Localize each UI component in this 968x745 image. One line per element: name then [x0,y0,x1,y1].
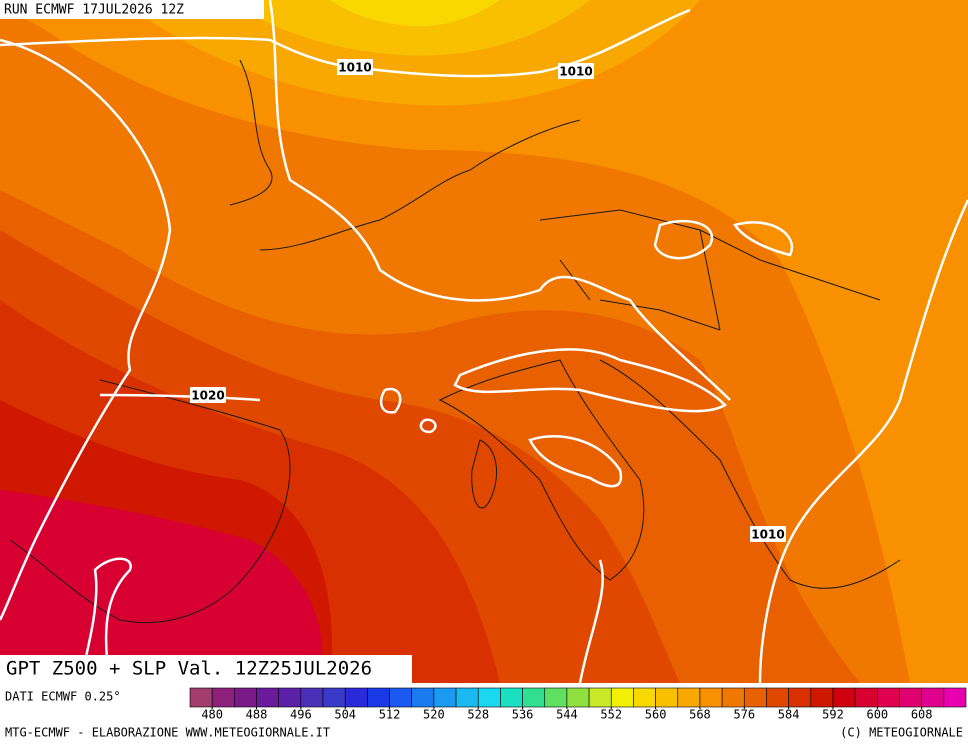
field-608 [0,490,323,683]
isobar [99,393,261,402]
color-box [633,687,656,708]
borders [539,209,881,331]
coast-corsica-sardinia [471,439,498,509]
isobar [528,435,623,488]
isobar [0,38,172,621]
isobar [268,0,731,401]
color-box [854,687,878,708]
color-box [877,687,900,708]
isobar [733,221,794,257]
color-box [810,687,834,708]
color-box [300,687,324,708]
isobar-label-box [190,387,226,403]
colorbar-tick-label: 552 [600,708,622,722]
color-box [211,687,235,708]
color-box [943,687,967,708]
colorbar-tick-label: 536 [512,708,534,722]
color-box [721,687,745,708]
color-box [322,687,346,708]
isobar-label: 1020 [191,389,224,403]
colorbar-tick-label: 520 [423,708,445,722]
color-box [788,687,812,708]
colorbar-tick-label: 480 [201,708,223,722]
isobar-label: 1010 [559,65,592,79]
colorbar-tick-label: 560 [645,708,667,722]
isobar-label: 1010 [751,528,784,542]
colorbar-tick-label: 512 [379,708,401,722]
isobar [419,418,437,434]
color-box [610,687,634,708]
color-box [566,687,590,708]
isobar [78,557,132,683]
data-source: DATI ECMWF 0.25° [5,690,121,704]
isobar [453,348,728,413]
run-header: RUN ECMWF 17JUL2026 12Z [4,3,184,18]
color-box [588,687,612,708]
color-box [278,687,302,708]
isobar-label-box [750,526,786,542]
color-box [544,687,568,708]
color-box [766,687,789,708]
colorbar-tick-label: 576 [733,708,755,722]
coast-iberia [9,379,291,624]
isobar [578,559,604,683]
color-box [189,687,213,708]
color-box [921,687,945,708]
coast-balkans [599,359,901,589]
field-560 [0,0,968,683]
colorbar-tick-label: 592 [822,708,844,722]
colorbar-tick-label: 504 [334,708,356,722]
colorbar-tick-label: 488 [246,708,268,722]
isobar [379,387,402,414]
coast-italy [438,359,645,581]
color-box [433,687,457,708]
color-box [344,687,368,708]
color-box [477,687,501,708]
colorbar-tick-label: 568 [689,708,711,722]
color-box [699,687,723,708]
color-box [411,687,435,708]
color-box [455,687,479,708]
map: 1010 1010 1020 1010 RUN ECMWF 17JUL2026 12Z… [0,0,968,683]
color-box [743,687,767,708]
isobar-label-box [337,59,373,75]
color-box [389,687,413,708]
coast-britain [229,59,273,206]
color-box [655,687,679,708]
colorbar-tick-label: 584 [778,708,800,722]
colorbar-tick-label: 528 [467,708,489,722]
field-544 [230,0,590,56]
isobar [758,199,968,683]
isobar-label-box [558,63,594,79]
color-box [256,687,279,708]
colorbar-tick-label: 496 [290,708,312,722]
color-box [899,687,922,708]
colorbar-tick-label: 544 [556,708,578,722]
map-title: GPT Z500 + SLP Val. 12Z25JUL2026 [6,658,372,680]
colorbar: 480 488 496 504 512 520 528 536 544 552 560 568 576 5… [189,687,967,722]
colorbar-tick-label: 600 [866,708,888,722]
color-box [367,687,390,708]
isobar-label: 1010 [338,61,371,75]
colorbar-tick-label: 608 [911,708,933,722]
field-536 [330,0,500,27]
isobar-labels: 1010 1010 1020 1010 [190,59,786,542]
header-box [0,0,264,19]
color-box [522,687,546,708]
color-box [832,687,856,708]
color-box [500,687,523,708]
coast-north [259,119,581,251]
footer-right: (C) METEOGIORNALE [840,726,963,740]
title-box [0,655,412,683]
isobar [653,219,714,260]
color-box [234,687,257,708]
footer-left: MTG-ECMWF - ELABORAZIONE WWW.METEOGIORNA… [5,726,330,740]
color-box [677,687,701,708]
coastlines [9,59,901,624]
